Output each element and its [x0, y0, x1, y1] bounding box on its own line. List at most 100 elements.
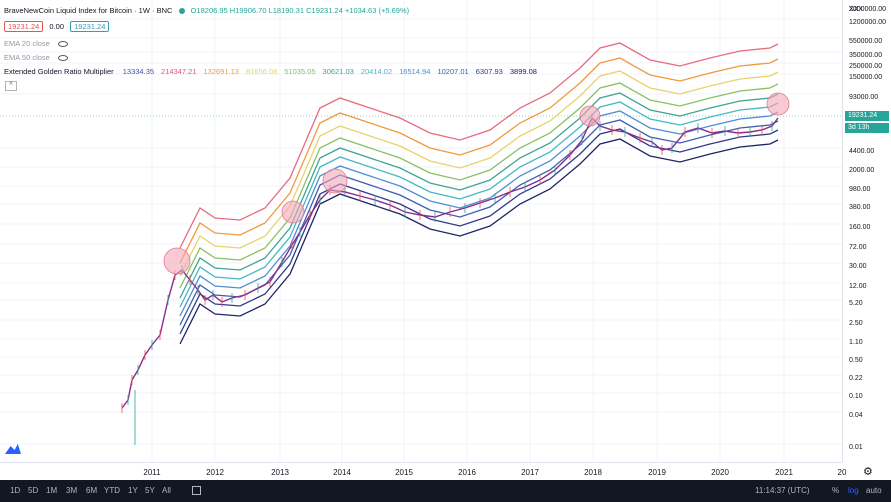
time-tick: 2015: [395, 468, 413, 477]
countdown-tag: 3d 13h: [845, 123, 889, 133]
price-tick: 2000000.00: [849, 6, 886, 13]
indicator-legend[interactable]: Extended Golden Ratio Multiplier 13334.3…: [4, 67, 545, 76]
range-button-3m[interactable]: 3M: [66, 486, 78, 495]
multiplier-value: 3899.08: [509, 67, 537, 76]
collapse-legend-button[interactable]: ^: [5, 81, 17, 91]
price-tick: 0.10: [849, 393, 863, 400]
multiplier-band: [179, 57, 779, 264]
multiplier-value: 16514.94: [399, 67, 431, 76]
price-tick: 380.00: [849, 204, 871, 211]
market-status-icon: [178, 8, 185, 15]
multiplier-value: 132691.13: [203, 67, 239, 76]
price-tick: 0.22: [849, 375, 863, 382]
time-tick: 2016: [458, 468, 476, 477]
time-tick: 2018: [584, 468, 602, 477]
percent-toggle[interactable]: %: [832, 486, 840, 495]
price-tick: 4400.00: [849, 148, 875, 155]
ohlc-values: O18206.95 H19906.70 L18190.31 C19231.24 …: [190, 6, 410, 15]
time-tick: 20: [837, 468, 847, 477]
price-row: 19231.24 0.00 19231.24: [4, 21, 113, 32]
price-zero: 0.00: [49, 22, 64, 31]
multiplier-band: [179, 42, 779, 249]
multiplier-band: [179, 138, 779, 345]
multiplier-value: 13334.35: [122, 67, 155, 76]
price-box-red[interactable]: 19231.24: [4, 21, 44, 32]
price-box-teal[interactable]: 19231.24: [70, 21, 110, 32]
highlight-circle: [766, 92, 790, 116]
multiplier-value: 6307.93: [475, 67, 503, 76]
multiplier-band: [179, 92, 779, 299]
ema20-legend[interactable]: EMA 20 close: [4, 39, 72, 48]
price-tick: 980.00: [849, 186, 871, 193]
auto-toggle[interactable]: auto: [866, 486, 882, 495]
range-button-ytd[interactable]: YTD: [104, 486, 120, 495]
multiplier-band: [179, 119, 779, 326]
price-tick: 93000.00: [849, 94, 879, 101]
multiplier-values: 13334.35 214347.21 132691.13 81656.08 51035.…: [120, 67, 541, 76]
symbol-title[interactable]: BraveNewCoin Liquid Index for Bitcoin · …: [4, 6, 173, 15]
multiplier-band: [179, 128, 779, 335]
currency-label[interactable]: XXX: [849, 6, 864, 13]
price-tick: 2000.00: [849, 167, 875, 174]
range-button-1m[interactable]: 1M: [46, 486, 58, 495]
multiplier-value: 20414.02: [360, 67, 393, 76]
price-tick: 30.00: [849, 263, 867, 270]
tradingview-logo-icon[interactable]: [5, 444, 21, 454]
price-tick: 2.50: [849, 320, 863, 327]
highlight-circle: [281, 200, 305, 224]
range-button-5d[interactable]: 5D: [28, 486, 39, 495]
ema50-legend[interactable]: EMA 50 close: [4, 53, 72, 62]
range-button-5y[interactable]: 5Y: [145, 486, 155, 495]
price-tick: 1.10: [849, 339, 863, 346]
chart-pane[interactable]: BraveNewCoin Liquid Index for Bitcoin · …: [0, 0, 842, 462]
price-tick: 1200000.00: [849, 19, 886, 26]
multiplier-value: 30621.03: [322, 67, 354, 76]
price-tick: 0.50: [849, 357, 863, 364]
eye-hidden-icon[interactable]: [57, 55, 68, 62]
utc-clock[interactable]: 11:14:37 (UTC): [755, 486, 810, 495]
settings-gear-icon[interactable]: ⚙: [863, 466, 873, 478]
price-tick: 5.20: [849, 300, 863, 307]
time-tick: 2020: [711, 468, 729, 477]
range-button-all[interactable]: All: [162, 486, 171, 495]
multiplier-band: [179, 101, 779, 308]
price-tick: 350000.00: [849, 52, 883, 59]
time-tick: 2011: [143, 468, 161, 477]
price-tick: 72.00: [849, 244, 867, 251]
time-scale[interactable]: 2011 2012 2013 2014 2015 2016 2017 2018 2019 2020…: [0, 462, 846, 480]
multiplier-band: [179, 110, 779, 317]
multiplier-value: 81656.08: [245, 67, 278, 76]
price-tick: 150000.00: [849, 74, 883, 81]
highlight-circle: [579, 105, 601, 127]
multiplier-value: 51035.05: [284, 67, 316, 76]
highlight-circle: [322, 168, 348, 194]
price-tick: 0.04: [849, 412, 863, 419]
goto-date-icon[interactable]: [192, 486, 201, 495]
time-tick: 2013: [271, 468, 289, 477]
multiplier-band: [179, 82, 779, 289]
price-tick: 250000.00: [849, 63, 883, 70]
time-tick: 2019: [648, 468, 666, 477]
price-tick: 550000.00: [849, 38, 883, 45]
highlight-circle: [163, 247, 191, 275]
time-tick: 2014: [333, 468, 351, 477]
eye-hidden-icon[interactable]: [57, 41, 68, 48]
symbol-legend: BraveNewCoin Liquid Index for Bitcoin · …: [4, 6, 413, 15]
ema20-label: EMA 20 close: [4, 39, 50, 48]
range-button-6m[interactable]: 6M: [86, 486, 98, 495]
time-tick: 2021: [775, 468, 793, 477]
range-button-1d[interactable]: 1D: [10, 486, 21, 495]
range-button-1y[interactable]: 1Y: [128, 486, 138, 495]
current-price-tag: 19231.24: [845, 111, 889, 121]
price-scale[interactable]: XXX 2000000.00 1200000.00 550000.00 350000.…: [842, 0, 891, 462]
multiplier-band: [179, 70, 779, 277]
time-tick: 2017: [521, 468, 539, 477]
price-tick: 0.01: [849, 444, 863, 451]
ema50-label: EMA 50 close: [4, 53, 50, 62]
bottom-toolbar: 1D 5D 1M 3M 6M YTD 1Y 5Y All 11:14:37 (UTC) % lo…: [0, 480, 891, 502]
price-chart[interactable]: [0, 0, 842, 462]
log-toggle[interactable]: log: [848, 486, 859, 495]
indicator-name: Extended Golden Ratio Multiplier: [4, 67, 114, 76]
price-tick: 12.00: [849, 283, 867, 290]
price-tick: 160.00: [849, 224, 871, 231]
